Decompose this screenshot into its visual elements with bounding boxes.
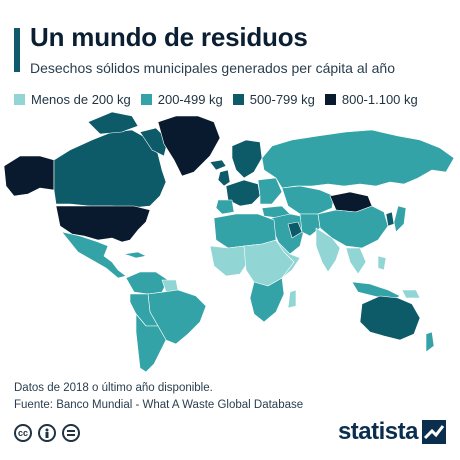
statista-logo-icon xyxy=(422,420,446,444)
region-korea xyxy=(385,211,395,227)
legend-swatch-4 xyxy=(324,93,336,105)
legend-item-3: 500-799 kg xyxy=(232,91,315,107)
region-iberia xyxy=(215,199,235,215)
legend-label-3: 500-799 kg xyxy=(249,91,315,107)
footer-note: Datos de 2018 o último año disponible. F… xyxy=(14,380,303,414)
legend: Menos de 200 kg 200-499 kg 500-799 kg 80… xyxy=(14,91,418,107)
region-iceland xyxy=(209,159,227,171)
region-usa xyxy=(55,205,151,243)
legend-label-4: 800-1.100 kg xyxy=(341,91,418,107)
region-scandinavia xyxy=(231,139,263,179)
region-australia xyxy=(359,295,421,341)
person-icon[interactable] xyxy=(38,424,56,442)
legend-swatch-1 xyxy=(14,93,25,105)
region-central-asia xyxy=(281,185,335,215)
cc-icon[interactable]: cc xyxy=(14,424,32,442)
note-text: Datos de 2018 o último año disponible. xyxy=(14,382,213,394)
region-iran xyxy=(299,213,321,237)
region-madagascar xyxy=(287,289,297,309)
legend-item-4: 800-1.100 kg xyxy=(324,91,418,107)
region-west-africa xyxy=(209,245,249,277)
region-greenland xyxy=(157,115,221,177)
title-accent-bar xyxy=(14,28,20,72)
region-mexico xyxy=(61,231,127,279)
page-title: Un mundo de residuos xyxy=(30,22,308,52)
region-alaska xyxy=(3,155,55,197)
legend-swatch-3 xyxy=(232,93,244,105)
legend-label-2: 200-499 kg xyxy=(157,91,223,107)
source-text: Fuente: Banco Mundial - What A Waste Glo… xyxy=(14,399,304,411)
page-subtitle: Desechos sólidos municipales generados p… xyxy=(30,60,395,76)
legend-swatch-2 xyxy=(140,93,152,105)
region-uk xyxy=(217,169,231,187)
brand-name: statista xyxy=(337,418,419,445)
region-southern-africa xyxy=(249,277,285,323)
region-argentina-chile xyxy=(135,313,167,373)
region-south-asia xyxy=(315,227,341,273)
legend-label-1: Menos de 200 kg xyxy=(31,91,131,107)
region-east-africa xyxy=(275,239,301,279)
equals-icon[interactable] xyxy=(62,424,80,442)
brand[interactable]: statista xyxy=(338,418,446,446)
region-japan xyxy=(393,205,407,233)
region-png xyxy=(401,289,421,299)
legend-item-2: 200-499 kg xyxy=(140,91,223,107)
region-southeast-asia xyxy=(345,247,367,275)
region-north-south-america xyxy=(125,271,169,295)
legend-item-1: Menos de 200 kg xyxy=(14,92,131,107)
region-russia xyxy=(261,129,455,189)
region-philippines xyxy=(377,255,387,271)
world-map xyxy=(3,112,455,373)
region-baffin xyxy=(139,127,169,157)
region-caribbean xyxy=(123,251,147,259)
license-icons: cc xyxy=(14,424,80,442)
region-arctic-islands xyxy=(87,112,139,135)
region-new-zealand xyxy=(425,331,435,353)
region-china xyxy=(317,205,389,249)
